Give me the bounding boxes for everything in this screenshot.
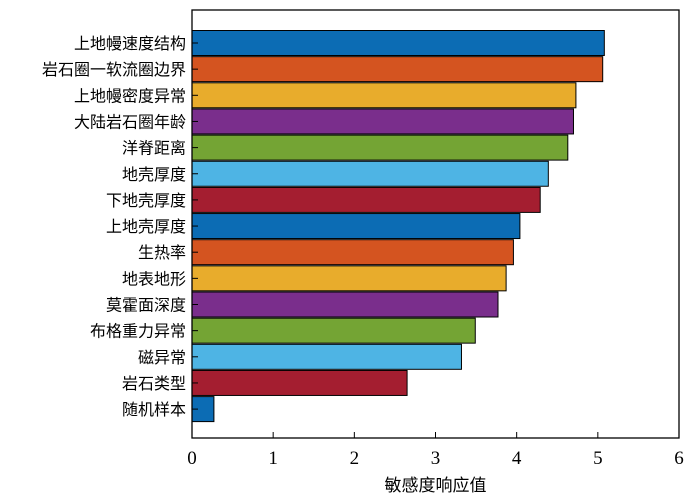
category-label: 大陆岩石圈年龄 [74,112,186,131]
category-labels: 上地幔速度结构岩石圈一软流圈边界上地幔密度异常大陆岩石圈年龄洋脊距离地壳厚度下地… [42,34,186,419]
category-label: 磁异常 [138,348,186,367]
y-axis-ticks [192,42,198,410]
x-tick-label: 3 [431,448,441,469]
bar [191,265,507,292]
bar [191,30,605,56]
category-label: 上地壳厚度 [106,217,186,236]
category-label: 岩石圈一软流圈边界 [42,60,186,79]
bar [191,186,541,213]
category-label: 莫霍面深度 [106,296,186,315]
x-tick-label: 4 [512,448,522,469]
bar [191,343,462,370]
x-tick-label: 1 [268,448,278,469]
bar [191,160,549,187]
bar [191,239,514,266]
x-tick-label: 6 [674,448,684,469]
category-label: 生热率 [138,243,186,262]
category-label: 洋脊距离 [122,139,186,158]
category-label: 上地幔速度结构 [74,34,186,53]
category-label: 地表地形 [122,269,186,288]
category-label: 布格重力异常 [90,322,186,341]
bar [191,82,577,109]
category-label: 上地幔密度异常 [74,86,186,105]
bar [191,369,408,396]
category-label: 岩石类型 [122,374,186,393]
x-tick-label: 5 [593,448,603,469]
category-label: 随机样本 [122,400,186,419]
bar [191,291,499,318]
x-tick-label: 2 [350,448,360,469]
bar [191,56,604,83]
x-tick-label: 0 [187,448,197,469]
x-axis-ticks: 0 1 2 3 4 5 6 [187,432,684,469]
bar [191,317,476,344]
bar [191,134,569,161]
category-label: 地壳厚度 [122,165,186,184]
bar [191,108,574,135]
bars-group [191,30,605,423]
x-axis-label: 敏感度响应值 [385,476,487,496]
bar [191,213,521,240]
category-label: 下地壳厚度 [106,191,186,210]
